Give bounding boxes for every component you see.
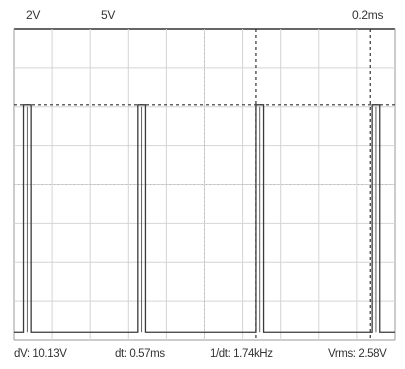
- signal-trace: [14, 104, 395, 333]
- delta-t-readout: dt: 0.57ms: [115, 348, 165, 360]
- vrms-readout: Vrms: 2.58V: [328, 348, 387, 360]
- channel2-scale: 5V: [101, 8, 116, 22]
- timebase-label: 0.2ms: [352, 8, 384, 22]
- frequency-readout: 1/dt: 1.74kHz: [210, 348, 273, 360]
- delta-v-readout: dV: 10.13V: [14, 348, 67, 360]
- channel1-scale: 2V: [26, 8, 41, 22]
